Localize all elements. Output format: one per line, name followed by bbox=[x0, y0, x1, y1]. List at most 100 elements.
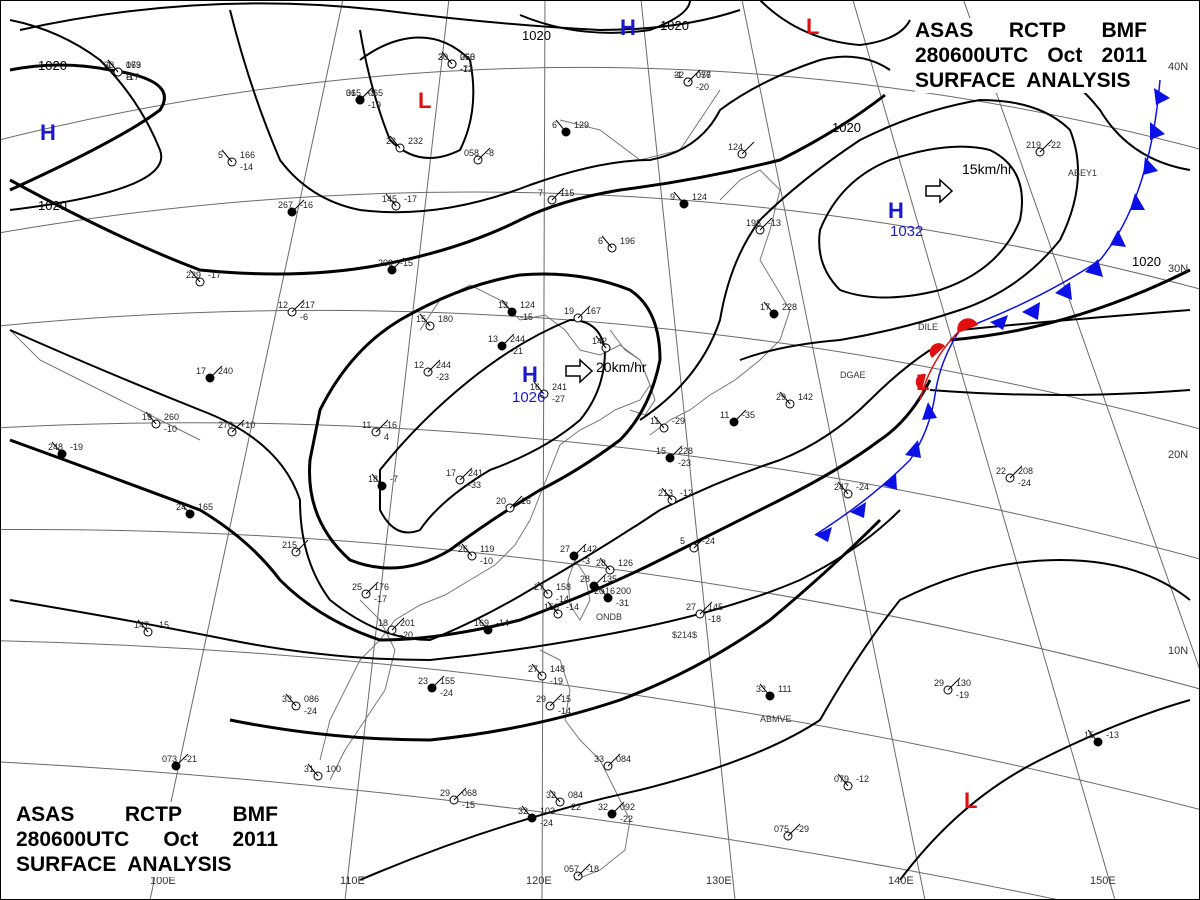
station-value: -24 bbox=[702, 536, 715, 546]
station-plot: 12 217 -6 bbox=[278, 299, 315, 322]
lon-labels: 100E 110E 120E 130E 140E 150E bbox=[150, 875, 1116, 887]
station-wind-barb-icon bbox=[189, 269, 201, 283]
station-plot: 219 -22 bbox=[1026, 139, 1061, 157]
station-value: 058 bbox=[464, 148, 479, 158]
station-value: 9 bbox=[670, 192, 675, 202]
header-issuer-code: BMF bbox=[232, 803, 279, 826]
cold-front-triangle bbox=[850, 502, 866, 518]
station-plot: 270 +10 bbox=[218, 419, 255, 437]
high-pressure-value: 1032 bbox=[890, 223, 923, 240]
station-value: -12 bbox=[680, 488, 693, 498]
station-value: 155 bbox=[440, 676, 455, 686]
station-wind-barb-icon bbox=[759, 217, 773, 231]
station-code: DILE bbox=[918, 322, 938, 332]
station-value: -17 bbox=[208, 270, 221, 280]
station-value: 29 bbox=[536, 694, 546, 704]
station-value: 115 bbox=[560, 188, 574, 198]
station-value: 31 bbox=[304, 764, 314, 774]
station-value: -19 bbox=[70, 442, 83, 452]
station-wind-barb-icon bbox=[1039, 139, 1053, 153]
high-pressure-marker: H bbox=[40, 120, 56, 145]
isobar-label: 1020 bbox=[38, 58, 67, 73]
station-value: 28 bbox=[596, 558, 606, 568]
station-value: 166 bbox=[240, 150, 255, 160]
station-plot: 15 -13 bbox=[1084, 729, 1119, 747]
station-value: -16 bbox=[384, 420, 397, 430]
station-wind-barb-icon bbox=[669, 445, 683, 459]
station-value: 6 bbox=[598, 236, 603, 246]
coastline-taiwan bbox=[567, 558, 591, 621]
station-wind-barb-icon bbox=[209, 365, 223, 379]
station-wind-barb-icon bbox=[837, 481, 849, 495]
meridian-line bbox=[852, 0, 1116, 900]
station-plot: 28 135 -16 bbox=[580, 573, 617, 596]
station-value: 145 bbox=[382, 194, 397, 204]
coastline-china bbox=[319, 284, 651, 761]
station-wind-barb-icon bbox=[611, 801, 625, 815]
station-value: 200 bbox=[616, 586, 631, 596]
isobar bbox=[359, 29, 475, 159]
station-value: 111 bbox=[778, 684, 792, 694]
station-plot: 169 -14 bbox=[474, 617, 509, 635]
station-plot: 25 176 -17 bbox=[352, 581, 389, 604]
low-pressure-marker: L bbox=[964, 788, 977, 813]
station-wind-barb-icon bbox=[1087, 729, 1099, 743]
station-value: -17 bbox=[374, 594, 387, 604]
station-wind-barb-icon bbox=[599, 557, 611, 571]
station-wind-barb-icon bbox=[291, 199, 305, 213]
station-value: 232 bbox=[408, 136, 423, 146]
station-value: 201 bbox=[400, 618, 415, 628]
header-datetime: 280600UTC bbox=[915, 44, 1029, 67]
coastline-korea bbox=[609, 329, 656, 416]
station-value: 28 bbox=[580, 574, 590, 584]
station-value: 240 bbox=[218, 366, 233, 376]
station-wind-barb-icon bbox=[389, 135, 401, 149]
station-plot: 6 196 bbox=[598, 235, 635, 253]
low-pressure-marker: L bbox=[916, 370, 929, 395]
station-value: -22 bbox=[1048, 140, 1061, 150]
movement-arrows: 20km/hr 15km/hr bbox=[565, 161, 1013, 384]
station-value: -8 bbox=[486, 148, 494, 158]
station-value: 29 bbox=[440, 788, 450, 798]
station-wind-barb-icon bbox=[577, 305, 591, 319]
station-value: -7 bbox=[390, 474, 398, 484]
station-value: 5 bbox=[680, 536, 685, 546]
station-plot: 073 -21 bbox=[162, 753, 197, 771]
station-value: 260 bbox=[164, 412, 179, 422]
coastline-bay-of-bengal bbox=[9, 329, 201, 441]
station-plot: 215 bbox=[282, 539, 309, 557]
station-value: -33 bbox=[468, 480, 481, 490]
station-wind-barb-icon bbox=[501, 299, 513, 313]
station-value: 15 bbox=[1084, 730, 1094, 740]
cold-front-triangle bbox=[905, 440, 921, 458]
station-wind-barb-icon bbox=[419, 313, 431, 327]
isobar bbox=[9, 329, 931, 642]
station-wind-barb-icon bbox=[597, 585, 609, 599]
station-value: 11 bbox=[650, 416, 659, 426]
station-value: 16 bbox=[530, 382, 540, 392]
station-plot: 22 208 -24 bbox=[996, 465, 1033, 488]
station-value: 229 bbox=[186, 270, 201, 280]
station-plot: 20 -16 bbox=[496, 495, 531, 513]
station-value: 13 bbox=[498, 300, 508, 310]
station-value: 32 bbox=[674, 70, 684, 80]
station-value: 209 bbox=[378, 258, 393, 268]
station-value: 29 bbox=[934, 678, 944, 688]
station-value: 2 bbox=[438, 52, 443, 62]
warm-front-semicircle bbox=[915, 373, 926, 390]
station-plot: 058 -8 bbox=[464, 147, 494, 165]
meridian-line bbox=[640, 0, 736, 900]
station-plot: 12 244 -23 bbox=[414, 359, 451, 382]
station-value: 145 bbox=[708, 602, 723, 612]
station-value: 26 bbox=[458, 544, 468, 554]
station-wind-barb-icon bbox=[673, 191, 685, 205]
station-plot: 15 180 bbox=[416, 313, 453, 331]
station-wind-barb-icon bbox=[763, 301, 775, 315]
station-plot: 32 103 -24 bbox=[518, 805, 555, 828]
station-value: 17 bbox=[446, 468, 456, 478]
station-wind-barb-icon bbox=[179, 501, 191, 515]
station-value: -15 bbox=[156, 620, 169, 630]
station-value: 103 bbox=[540, 806, 555, 816]
station-plot: 15 228 -23 bbox=[656, 445, 693, 468]
station-plot: 29 142 bbox=[776, 391, 813, 409]
